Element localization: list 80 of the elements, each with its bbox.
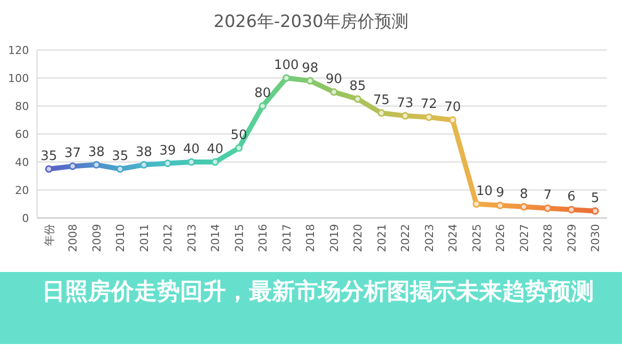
data-label: 39 bbox=[159, 143, 176, 158]
data-label: 6 bbox=[567, 190, 576, 205]
point bbox=[472, 200, 480, 208]
point bbox=[164, 160, 172, 168]
data-label: 5 bbox=[590, 191, 600, 206]
x-tick-label: 2010 bbox=[114, 224, 128, 252]
point bbox=[401, 112, 409, 120]
y-tick-label: 80 bbox=[15, 100, 29, 113]
data-label: 9 bbox=[496, 185, 504, 200]
data-label: 35 bbox=[112, 149, 128, 164]
point bbox=[235, 144, 243, 152]
x-tick-label: 2014 bbox=[209, 224, 222, 252]
point bbox=[496, 202, 504, 210]
data-label: 10 bbox=[476, 184, 493, 199]
x-tick-label: 2012 bbox=[162, 224, 175, 252]
data-label: 75 bbox=[373, 93, 390, 108]
data-label: 98 bbox=[302, 60, 318, 76]
x-tick-label: 年份 bbox=[42, 224, 56, 246]
x-tick-label: 2024 bbox=[446, 224, 460, 252]
y-tick-label: 20 bbox=[15, 184, 29, 197]
point bbox=[188, 158, 196, 166]
data-label: 40 bbox=[206, 142, 224, 157]
point bbox=[282, 74, 290, 82]
x-tick-label: 2015 bbox=[232, 224, 246, 252]
point bbox=[140, 161, 148, 169]
data-label: 7 bbox=[543, 188, 552, 204]
data-label: 8 bbox=[520, 186, 528, 202]
x-tick-label: 2016 bbox=[256, 224, 270, 252]
data-label: 73 bbox=[396, 96, 414, 111]
x-tick-label: 2019 bbox=[328, 224, 341, 252]
x-tick-label: 2018 bbox=[304, 224, 318, 252]
x-tick-label: 2020 bbox=[352, 224, 365, 252]
data-label: 80 bbox=[254, 86, 271, 101]
point bbox=[92, 161, 100, 169]
data-label: 35 bbox=[40, 149, 58, 164]
data-label: 40 bbox=[183, 142, 200, 157]
point bbox=[211, 158, 219, 166]
x-tick-label: 2011 bbox=[138, 224, 151, 252]
chart-title: 2026年-2030年房价预测 bbox=[214, 12, 408, 32]
x-tick-label: 2008 bbox=[66, 224, 80, 252]
point bbox=[568, 206, 576, 214]
y-tick-label: 120 bbox=[8, 44, 29, 57]
text: 日照房价走势回升，最新市场分析图揭示未来趋势预测 bbox=[0, 272, 622, 344]
data-label: 70 bbox=[444, 100, 461, 115]
y-tick-label: 60 bbox=[15, 128, 29, 141]
point bbox=[425, 113, 433, 121]
y-tick-label: 40 bbox=[15, 156, 29, 169]
x-tick-label: 2023 bbox=[422, 224, 436, 252]
point bbox=[306, 77, 314, 85]
point bbox=[591, 207, 599, 215]
x-tick-label: 2009 bbox=[90, 224, 104, 252]
point bbox=[45, 165, 53, 173]
point bbox=[448, 116, 456, 124]
y-tick-label: 100 bbox=[8, 72, 29, 85]
data-label: 100 bbox=[274, 58, 299, 73]
data-label: 85 bbox=[349, 79, 366, 94]
x-tick-label: 2027 bbox=[518, 224, 531, 252]
x-tick-label: 2026 bbox=[494, 224, 508, 252]
x-tick-label: 2021 bbox=[375, 224, 388, 252]
point bbox=[520, 203, 528, 211]
y-tick-label: 0 bbox=[22, 212, 29, 225]
data-label: 90 bbox=[326, 72, 342, 87]
point bbox=[378, 109, 386, 117]
point bbox=[354, 95, 362, 103]
data-label: 38 bbox=[136, 144, 152, 160]
x-tick-label: 2029 bbox=[565, 224, 578, 252]
x-tick-label: 2025 bbox=[470, 224, 484, 252]
x-tick-label: 2030 bbox=[589, 224, 602, 252]
point bbox=[544, 204, 552, 212]
data-label: 37 bbox=[64, 146, 81, 162]
x-tick-label: 2013 bbox=[185, 224, 198, 252]
x-tick-label: 2017 bbox=[280, 224, 294, 252]
point bbox=[116, 165, 124, 173]
point bbox=[68, 162, 76, 170]
x-tick-label: 2028 bbox=[542, 224, 555, 252]
point bbox=[258, 102, 266, 110]
data-label: 38 bbox=[88, 144, 105, 160]
data-label: 72 bbox=[420, 97, 438, 112]
point bbox=[330, 88, 338, 96]
x-tick-label: 2022 bbox=[399, 224, 412, 252]
